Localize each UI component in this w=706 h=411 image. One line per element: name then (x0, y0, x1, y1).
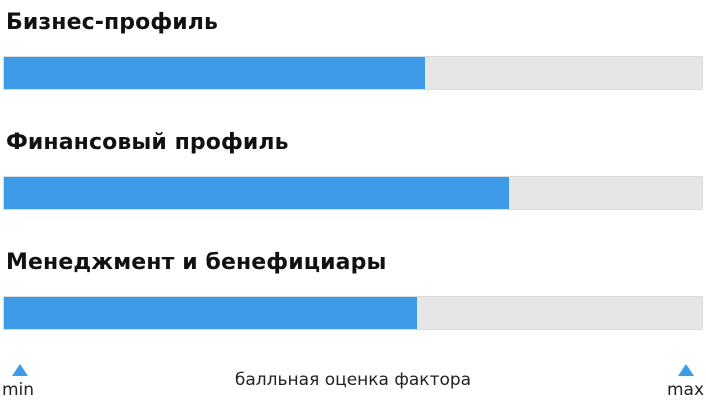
bar-track (3, 176, 703, 210)
category-label: Бизнес-профиль (6, 10, 218, 35)
max-label: max (667, 380, 705, 400)
bar-fill (4, 297, 417, 329)
max-marker-icon (678, 364, 694, 376)
bar-fill (4, 177, 509, 209)
bar-track (3, 56, 703, 90)
bar-fill (4, 57, 425, 89)
bar-track (3, 296, 703, 330)
min-marker-icon (12, 364, 28, 376)
category-label: Финансовый профиль (6, 130, 289, 155)
category-label: Менеджмент и бенефициары (6, 250, 387, 275)
x-axis-label: балльная оценка фактора (234, 370, 472, 390)
min-label: min (2, 380, 35, 400)
